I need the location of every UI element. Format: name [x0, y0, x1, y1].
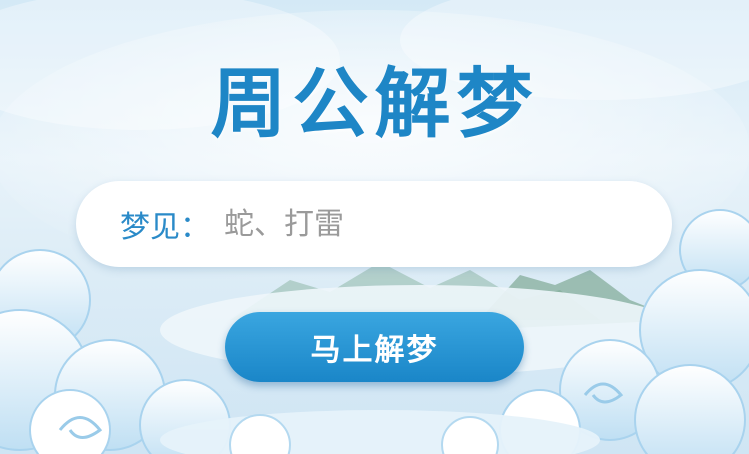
page-title: 周公解梦 [210, 59, 539, 148]
search-label: 梦见： [120, 210, 210, 245]
interpret-dream-button[interactable]: 马上解梦 [225, 312, 524, 382]
search-input[interactable] [224, 206, 604, 242]
search-box[interactable]: 梦见： [76, 181, 672, 267]
